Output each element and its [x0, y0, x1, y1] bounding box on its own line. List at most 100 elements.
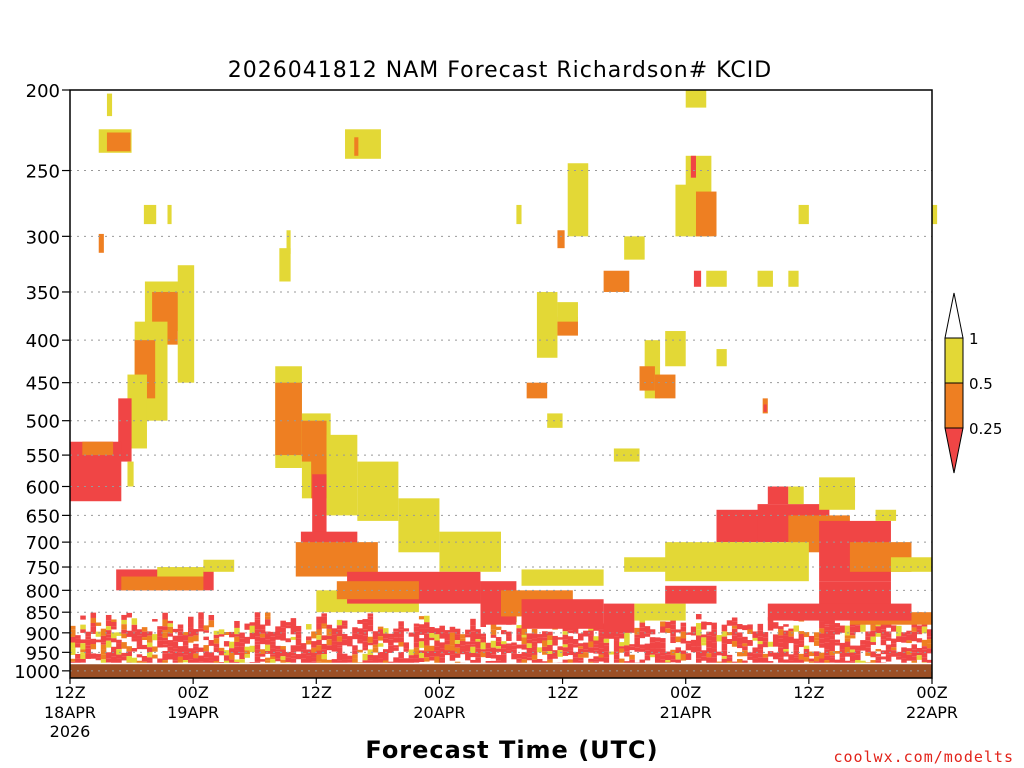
pbl-cell: [885, 623, 892, 628]
pbl-cell: [347, 659, 353, 663]
pbl-cell: [413, 658, 420, 663]
pbl-cell: [162, 629, 168, 633]
pbl-cell: [747, 652, 753, 657]
pbl-cell: [598, 648, 605, 655]
pbl-cell: [146, 651, 153, 658]
pbl-cell: [162, 640, 168, 645]
pbl-cell: [844, 635, 851, 639]
pbl-cell: [865, 647, 871, 653]
pbl-cell: [572, 626, 579, 634]
pbl-cell: [223, 641, 230, 647]
pbl-cell: [844, 647, 851, 653]
pbl-cell: [572, 644, 579, 648]
pbl-cell: [321, 616, 327, 624]
x-tick-date: 22APR: [906, 703, 958, 722]
pbl-cell: [157, 658, 163, 663]
pbl-cell: [285, 651, 292, 658]
pbl-cell: [824, 642, 830, 650]
pbl-cell: [706, 647, 712, 654]
pbl-cell: [388, 633, 394, 638]
pbl-cell: [778, 657, 784, 663]
pbl-cell: [290, 630, 297, 635]
pbl-cell: [121, 652, 127, 657]
pbl-cell: [542, 661, 548, 664]
pbl-cell: [711, 657, 717, 664]
pbl-cell: [336, 647, 343, 654]
pbl-cell: [875, 626, 882, 634]
pbl-cell: [264, 612, 271, 617]
pbl-cell: [660, 642, 666, 649]
pbl-cell: [413, 631, 420, 638]
pbl-cell: [480, 633, 487, 637]
pbl-cell: [275, 645, 281, 650]
pbl-cell: [80, 615, 86, 620]
pbl-cell: [95, 653, 102, 658]
pbl-cell: [742, 625, 748, 631]
pbl-cell: [300, 649, 307, 654]
pbl-cell: [270, 641, 276, 645]
pbl-cell: [557, 637, 563, 640]
pbl-cell: [162, 637, 168, 641]
pbl-cell: [896, 636, 902, 642]
pbl-cell: [475, 633, 481, 640]
pbl-cell: [75, 643, 81, 648]
pbl-cell: [75, 653, 81, 659]
colorbar-bottom-triangle: [944, 427, 964, 474]
pbl-cell: [316, 639, 322, 646]
pbl-cell: [824, 637, 830, 643]
pbl-cell: [377, 643, 384, 647]
pbl-cell: [495, 660, 502, 664]
colorbar-orange: [944, 382, 964, 429]
pbl-cell: [762, 632, 769, 638]
pbl-cell: [408, 655, 415, 659]
pbl-cell: [542, 651, 548, 655]
pbl-cell: [639, 619, 646, 623]
pbl-cell: [742, 636, 748, 640]
pbl-cell: [465, 641, 471, 645]
pbl-cell: [896, 656, 902, 660]
y-tick-label: 600: [26, 477, 60, 498]
pbl-cell: [249, 632, 256, 640]
pbl-cell: [208, 615, 215, 621]
pbl-cell: [885, 654, 892, 662]
ri-region-red: [763, 404, 767, 412]
pbl-cell: [783, 635, 789, 643]
pbl-cell: [470, 618, 476, 626]
pbl-cell: [377, 636, 384, 641]
pbl-cell: [121, 614, 127, 620]
pbl-cell: [347, 655, 353, 660]
pbl-cell: [182, 640, 189, 646]
pbl-cell: [516, 661, 522, 664]
pbl-cell: [783, 651, 789, 657]
pbl-cell: [603, 651, 610, 658]
pbl-cell: [336, 636, 343, 642]
pbl-cell: [855, 645, 861, 651]
pbl-cell: [259, 637, 266, 645]
pbl-cell: [690, 632, 697, 636]
ri-region-orange: [557, 230, 565, 249]
y-tick-label: 950: [26, 643, 60, 664]
pbl-cell: [695, 623, 702, 630]
pbl-cell: [362, 635, 368, 642]
pbl-cell: [95, 622, 102, 626]
pbl-cell: [793, 644, 799, 651]
pbl-cell: [849, 649, 856, 653]
pbl-cell: [552, 635, 558, 641]
pbl-cell: [726, 632, 733, 636]
pbl-cell: [393, 645, 399, 648]
pbl-cell: [393, 657, 399, 663]
pbl-cell: [413, 654, 420, 659]
pbl-cell: [321, 626, 327, 629]
pbl-cell: [737, 632, 743, 638]
pbl-cell: [531, 654, 538, 660]
pbl-cell: [870, 636, 876, 643]
x-tick-time: 00Z: [424, 683, 455, 702]
pbl-cell: [177, 635, 184, 642]
pbl-cell: [188, 630, 194, 637]
pbl-cell: [531, 646, 538, 651]
pbl-cell: [711, 642, 717, 649]
pbl-cell: [916, 625, 923, 630]
pbl-cell: [424, 615, 430, 623]
pbl-cell: [649, 637, 656, 643]
pbl-cell: [295, 631, 302, 635]
